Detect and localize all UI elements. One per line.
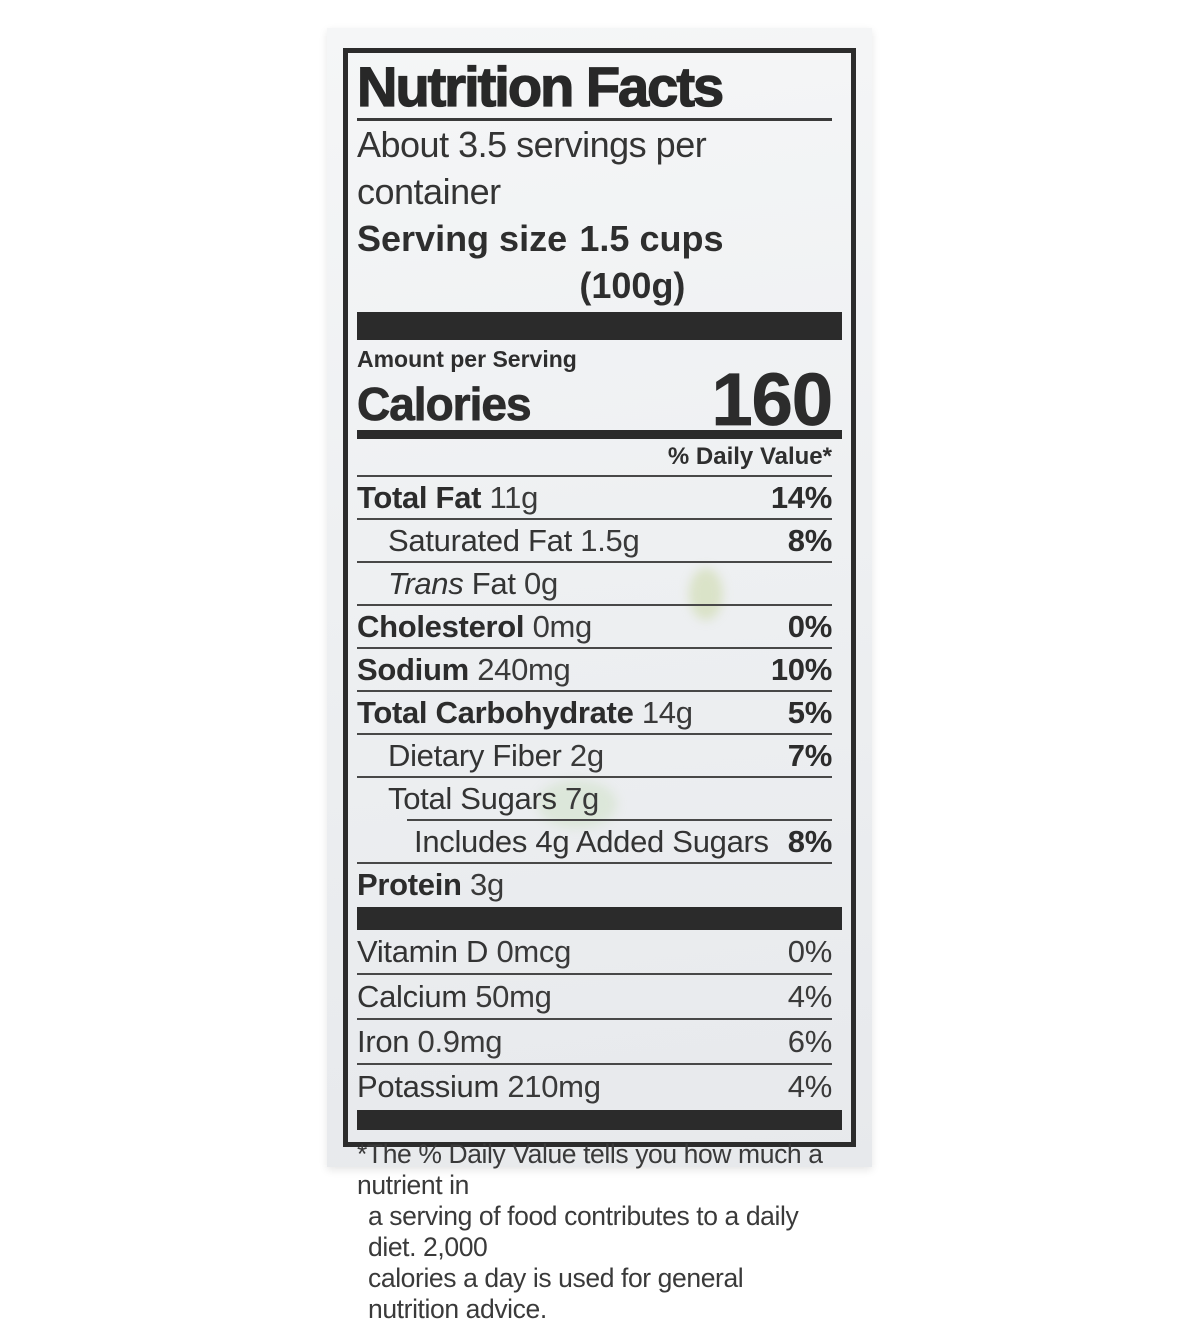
dv-value: 5%: [787, 695, 833, 730]
dv-value: 0%: [787, 934, 833, 969]
indented-hairline: [407, 819, 832, 821]
calories-row: Calories 160: [357, 358, 834, 441]
amount-per-serving-label: Amount per Serving: [357, 346, 577, 372]
nutrient-row-protein: Protein 3g: [357, 862, 832, 905]
serving-size-label: Serving size: [357, 218, 568, 259]
calories-label: Calories: [357, 378, 532, 430]
nutrient-row-cholesterol: Cholesterol 0mg 0%: [357, 604, 832, 647]
nutrient-row-saturated-fat: Saturated Fat 1.5g 8%: [357, 518, 832, 561]
dv-value: 14%: [770, 480, 832, 515]
dv-value: 4%: [787, 1069, 833, 1104]
dv-value: 0%: [787, 609, 833, 644]
footnote-line: *The % Daily Value tells you how much a …: [357, 1139, 823, 1200]
dv-value: 7%: [787, 738, 833, 773]
servings-per-container: About 3.5 servings per container: [357, 124, 707, 212]
medium-divider-bar: [357, 430, 842, 439]
thick-divider-bar: [357, 907, 842, 930]
vitamin-row-potassium: Potassium 210mg 4%: [357, 1063, 832, 1108]
nutrient-row-total-fat: Total Fat 11g 14%: [357, 475, 832, 518]
photo-background: { "label": { "title": "Nutrition Facts",…: [327, 28, 872, 1324]
nutrient-row-total-carbohydrate: Total Carbohydrate 14g 5%: [357, 690, 832, 733]
footnote-line: a serving of food contributes to a daily…: [368, 1201, 799, 1262]
nutrition-facts-title: Nutrition Facts: [356, 55, 724, 118]
dv-value: 4%: [787, 979, 833, 1014]
nutrition-label-paper: Nutrition Facts About 3.5 servings per c…: [327, 28, 872, 1324]
dv-value: 10%: [770, 652, 832, 687]
nutrient-row-trans-fat: Trans Fat 0g: [357, 561, 832, 604]
vitamin-row-vitamin-d: Vitamin D 0mcg 0%: [357, 934, 833, 969]
nutrient-row-added-sugars: Includes 4g Added Sugars 8%: [414, 824, 833, 859]
nutrient-row-total-sugars: Total Sugars 7g: [357, 776, 832, 819]
title-rule: [357, 118, 832, 121]
thick-divider-bar: [357, 1110, 842, 1130]
nutrient-row-dietary-fiber: Dietary Fiber 2g 7%: [357, 733, 832, 776]
serving-size-row: Serving size 1.5 cups (100g): [357, 215, 832, 309]
dv-value: 6%: [787, 1024, 833, 1059]
vitamin-row-calcium: Calcium 50mg 4%: [357, 973, 832, 1018]
label-border-frame: Nutrition Facts About 3.5 servings per c…: [343, 48, 856, 1324]
dv-value: 8%: [787, 523, 833, 558]
footnote-line: calories a day is used for general nutri…: [368, 1263, 744, 1324]
dv-value: 8%: [787, 824, 833, 859]
calories-value: 160: [711, 358, 833, 441]
serving-size-value: 1.5 cups (100g): [579, 218, 724, 306]
vitamin-row-iron: Iron 0.9mg 6%: [357, 1018, 832, 1063]
daily-value-footnote: *The % Daily Value tells you how much a …: [357, 1139, 832, 1325]
label-content: Nutrition Facts About 3.5 servings per c…: [356, 55, 842, 1325]
nutrient-row-sodium: Sodium 240mg 10%: [357, 647, 832, 690]
thick-divider-bar: [357, 312, 842, 340]
daily-value-header: % Daily Value*: [667, 443, 832, 470]
